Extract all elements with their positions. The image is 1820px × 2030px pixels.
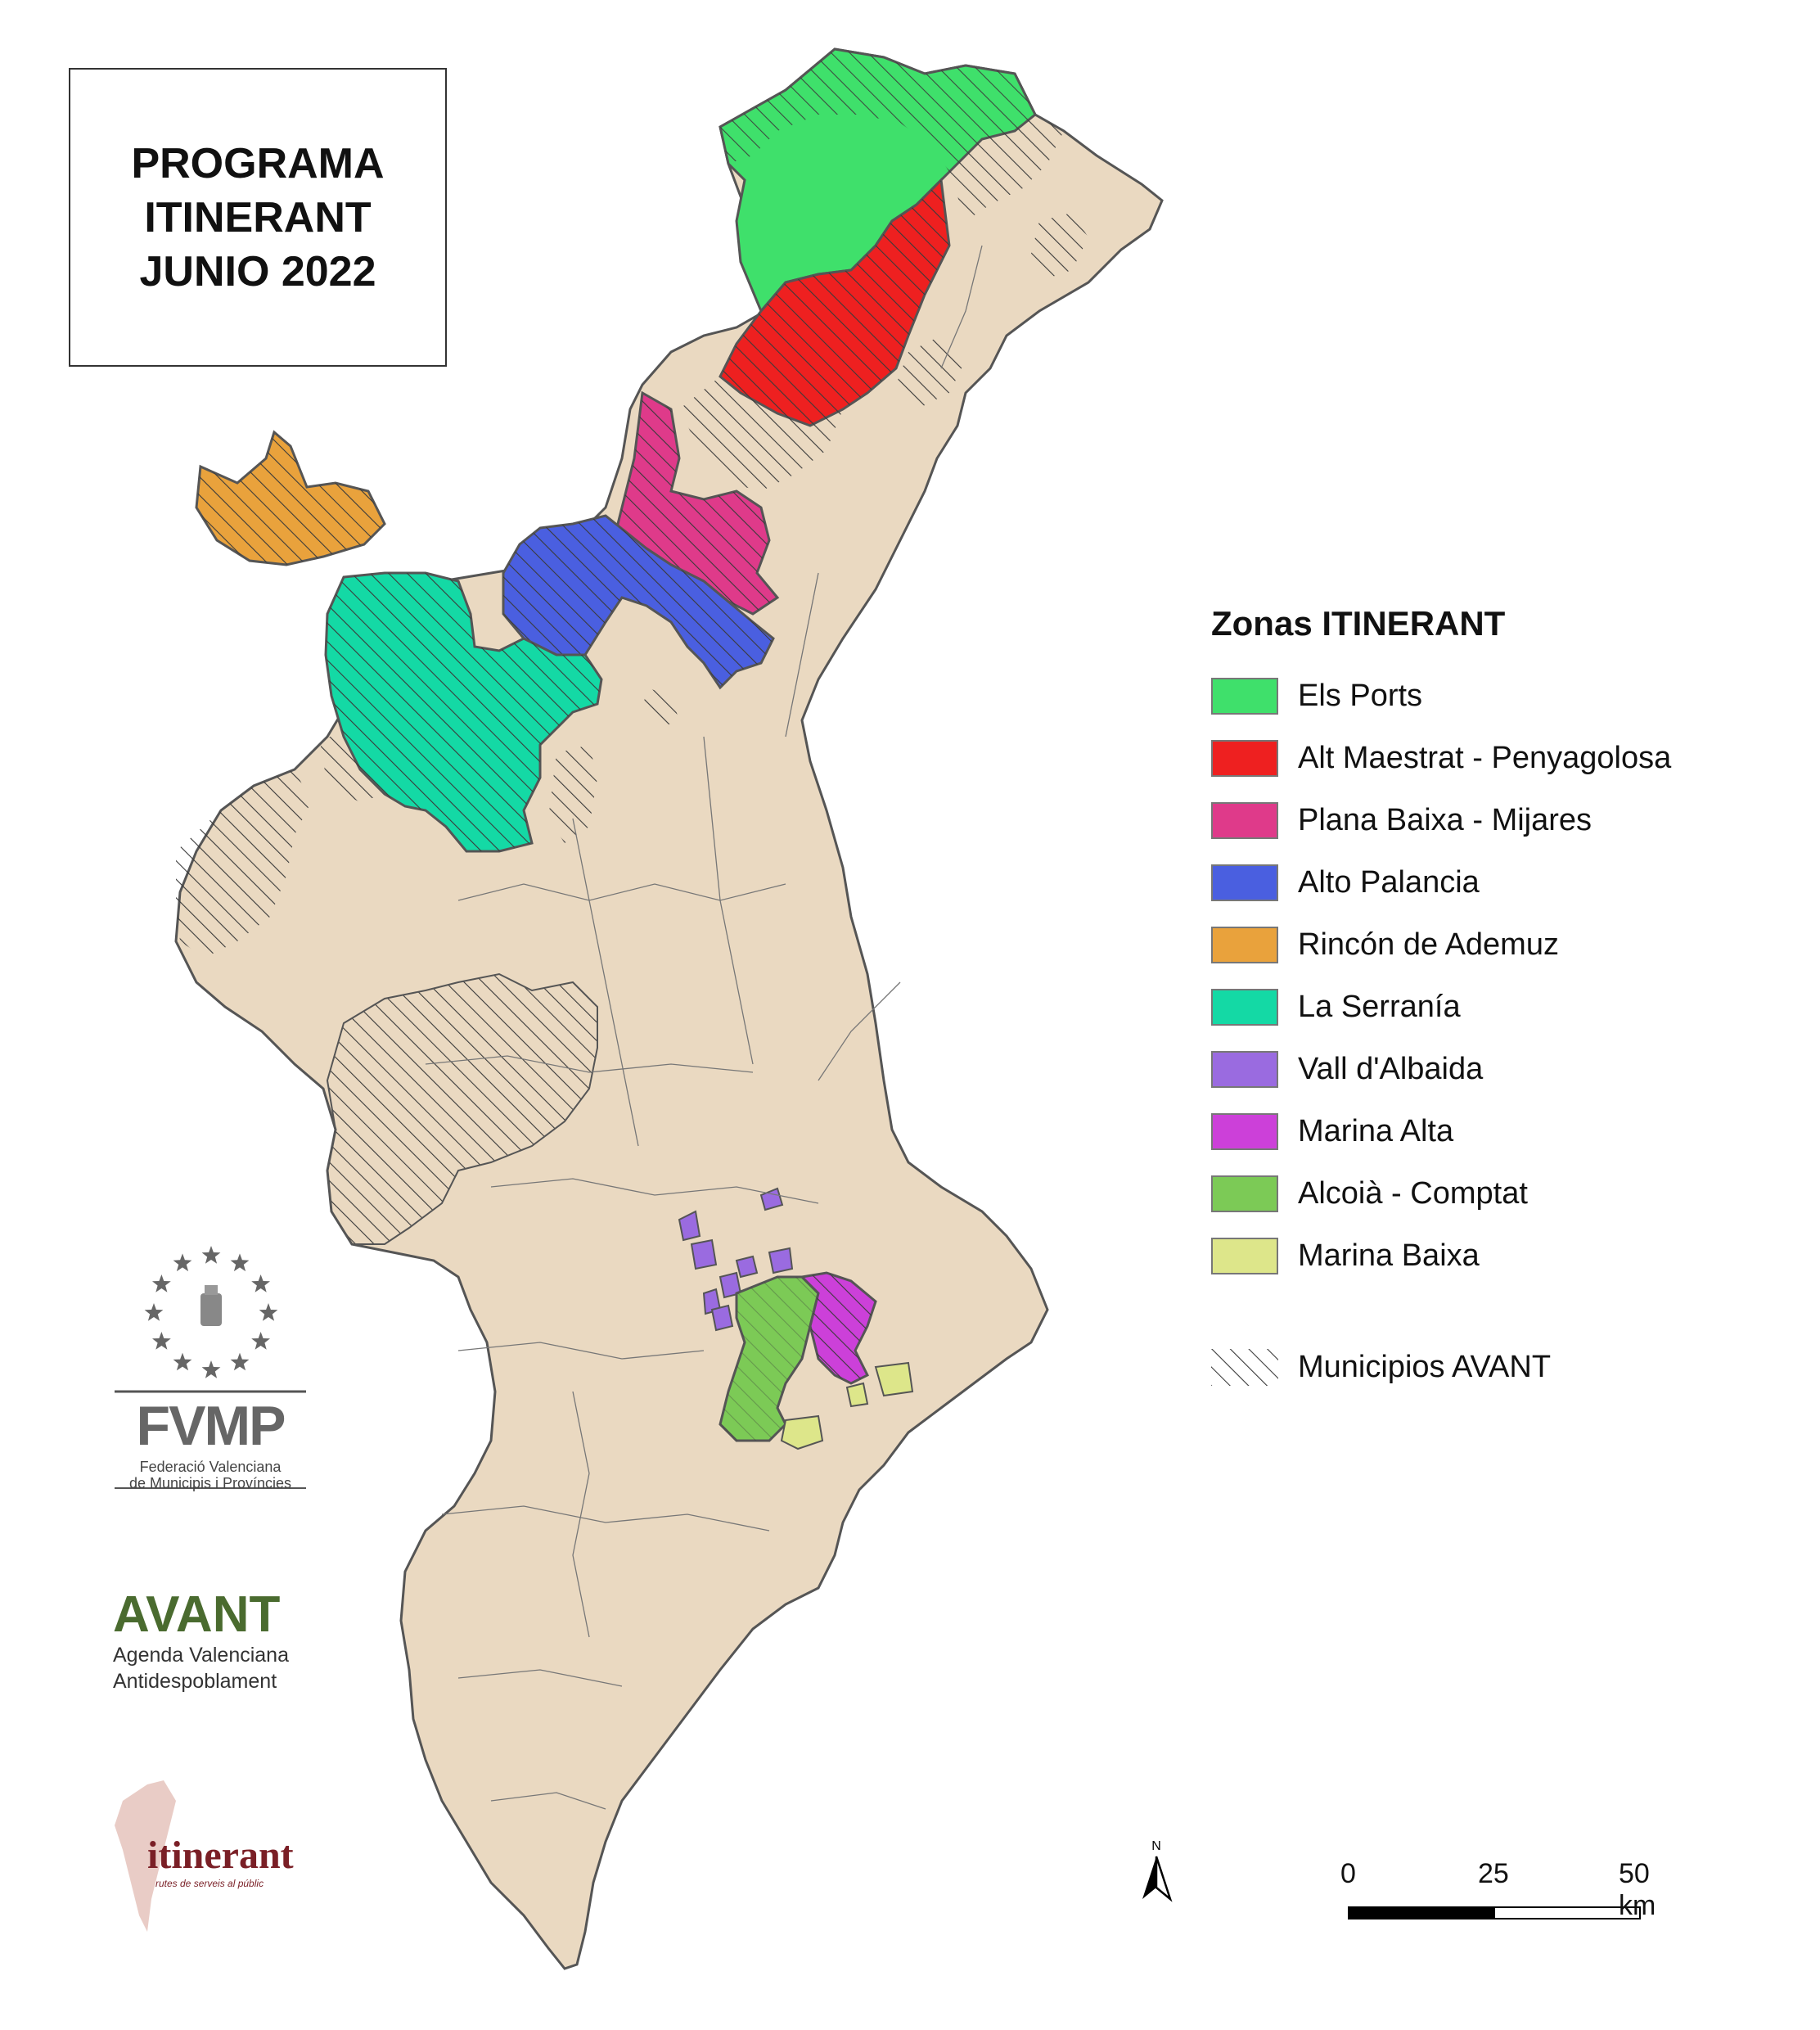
- region-vall-albaida: [678, 1187, 794, 1332]
- fvmp-line-2: de Municipis i Províncies: [128, 1475, 292, 1491]
- map-title-line-1: PROGRAMA: [131, 139, 385, 187]
- star-icon: [251, 1274, 270, 1292]
- legend-swatch: [1211, 926, 1278, 963]
- scale-label-25: 25: [1478, 1858, 1509, 1889]
- map-title-line-3: JUNIO 2022: [139, 247, 376, 295]
- legend-item: La Serranía: [1211, 976, 1800, 1038]
- legend-avant-item: Municipios AVANT: [1211, 1349, 1551, 1386]
- legend-swatch: [1211, 739, 1278, 777]
- star-icon: [230, 1253, 250, 1272]
- north-label: N: [1151, 1839, 1161, 1853]
- legend-item: Marina Alta: [1211, 1100, 1800, 1162]
- star-icon: [230, 1352, 250, 1371]
- legend-label: Alto Palancia: [1298, 864, 1480, 900]
- coat-of-arms-icon: [200, 1285, 222, 1326]
- stars-ring: [144, 1246, 278, 1378]
- star-icon: [259, 1303, 278, 1321]
- legend-swatch: [1211, 988, 1278, 1026]
- star-icon: [144, 1303, 164, 1321]
- legend-label: Marina Baixa: [1298, 1238, 1480, 1273]
- star-icon: [201, 1360, 221, 1378]
- legend-label: Els Ports: [1298, 678, 1423, 713]
- legend-swatch: [1211, 1175, 1278, 1212]
- legend-swatch: [1211, 864, 1278, 901]
- legend-avant-label: Municipios AVANT: [1298, 1350, 1552, 1384]
- fvmp-acronym: FVMP: [136, 1395, 286, 1457]
- itinerant-logo: itinerant rutes de serveis al públic: [147, 1834, 294, 1889]
- avant-line-1: Agenda Valenciana: [113, 1644, 289, 1667]
- legend-swatch: [1211, 1112, 1278, 1150]
- avant-name: AVANT: [113, 1586, 281, 1643]
- legend-label: La Serranía: [1298, 989, 1461, 1024]
- legend-swatch: [1211, 801, 1278, 839]
- region-land-main: [174, 47, 1164, 1970]
- legend: Zonas ITINERANT Els Ports Alt Maestrat - …: [1211, 604, 1800, 1287]
- itinerant-name: itinerant: [147, 1834, 294, 1877]
- legend-label: Marina Alta: [1298, 1113, 1454, 1148]
- scale-label-50: 50 km: [1619, 1858, 1656, 1921]
- scale-bar: 0 25 50 km: [1340, 1858, 1656, 1924]
- region-marina-baixa: [780, 1361, 914, 1450]
- fvmp-line-1: Federació Valenciana: [139, 1459, 282, 1475]
- star-icon: [152, 1332, 171, 1350]
- map-title-box: PROGRAMA ITINERANT JUNIO 2022: [69, 68, 447, 367]
- star-icon: [173, 1253, 192, 1272]
- legend-item: Alcoià - Comptat: [1211, 1162, 1800, 1225]
- legend-items: Els Ports Alt Maestrat - Penyagolosa Plana…: [1211, 665, 1800, 1287]
- star-icon: [152, 1274, 171, 1292]
- legend-label: Rincón de Ademuz: [1298, 927, 1559, 962]
- star-icon: [201, 1246, 221, 1264]
- legend-swatch: [1211, 1237, 1278, 1274]
- map-title-line-2: ITINERANT: [144, 193, 372, 241]
- legend-swatch: [1211, 1050, 1278, 1088]
- avant-logo: AVANT Agenda Valenciana Antidespoblament: [113, 1588, 309, 1694]
- star-icon: [251, 1332, 270, 1350]
- legend-label: Alcoià - Comptat: [1298, 1175, 1528, 1211]
- legend-item: Vall d'Albaida: [1211, 1038, 1800, 1100]
- legend-item: Plana Baixa - Mijares: [1211, 789, 1800, 851]
- avant-line-2: Antidespoblament: [113, 1670, 277, 1693]
- itinerant-tagline: rutes de serveis al públic: [155, 1878, 264, 1889]
- legend-item: Alto Palancia: [1211, 851, 1800, 914]
- star-icon: [173, 1352, 192, 1371]
- hatch-swatch: [1211, 1349, 1278, 1386]
- municipal-borders: [425, 245, 983, 1810]
- scale-bar-graphic: [1348, 1906, 1641, 1919]
- legend-label: Alt Maestrat - Penyagolosa: [1298, 740, 1672, 775]
- legend-label: Vall d'Albaida: [1298, 1051, 1484, 1086]
- north-arrow-icon: N: [1142, 1839, 1173, 1902]
- legend-label: Plana Baixa - Mijares: [1298, 802, 1592, 837]
- itinerant-logo-map-icon: [115, 1780, 176, 1932]
- fvmp-logo: FVMP Federació Valenciana de Municipis i…: [115, 1393, 306, 1491]
- legend-item: Marina Baixa: [1211, 1225, 1800, 1287]
- scale-label-0: 0: [1340, 1858, 1356, 1889]
- legend-item: Alt Maestrat - Penyagolosa: [1211, 727, 1800, 789]
- legend-item: Els Ports: [1211, 665, 1800, 727]
- legend-swatch: [1211, 677, 1278, 715]
- legend-title: Zonas ITINERANT: [1211, 604, 1506, 643]
- legend-item: Rincón de Ademuz: [1211, 914, 1800, 976]
